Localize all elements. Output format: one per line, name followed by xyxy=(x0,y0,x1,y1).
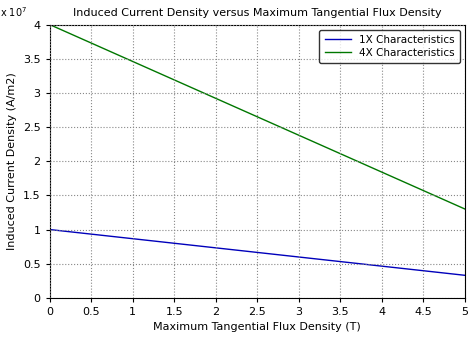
X-axis label: Maximum Tangential Flux Density (T): Maximum Tangential Flux Density (T) xyxy=(154,322,361,333)
1X Characteristics xyxy=(244,249,250,253)
1X Characteristics xyxy=(294,255,300,259)
4X Characteristics xyxy=(452,202,458,207)
1X Characteristics xyxy=(462,273,468,277)
1X Characteristics xyxy=(246,249,252,254)
4X Characteristics xyxy=(387,174,393,178)
4X Characteristics xyxy=(462,207,468,211)
Y-axis label: Induced Current Density (A/m2): Induced Current Density (A/m2) xyxy=(7,72,18,250)
Title: Induced Current Density versus Maximum Tangential Flux Density: Induced Current Density versus Maximum T… xyxy=(73,8,442,18)
Legend: 1X Characteristics, 4X Characteristics: 1X Characteristics, 4X Characteristics xyxy=(319,30,460,63)
4X Characteristics xyxy=(246,111,252,115)
1X Characteristics xyxy=(452,272,458,276)
Line: 1X Characteristics: 1X Characteristics xyxy=(50,230,465,275)
1X Characteristics xyxy=(387,265,393,269)
Text: x 10$^7$: x 10$^7$ xyxy=(0,5,27,19)
4X Characteristics xyxy=(244,110,250,114)
1X Characteristics xyxy=(272,252,277,256)
1X Characteristics xyxy=(47,227,53,232)
4X Characteristics xyxy=(47,23,53,27)
4X Characteristics xyxy=(272,122,277,126)
4X Characteristics xyxy=(294,132,300,137)
Line: 4X Characteristics: 4X Characteristics xyxy=(50,25,465,209)
